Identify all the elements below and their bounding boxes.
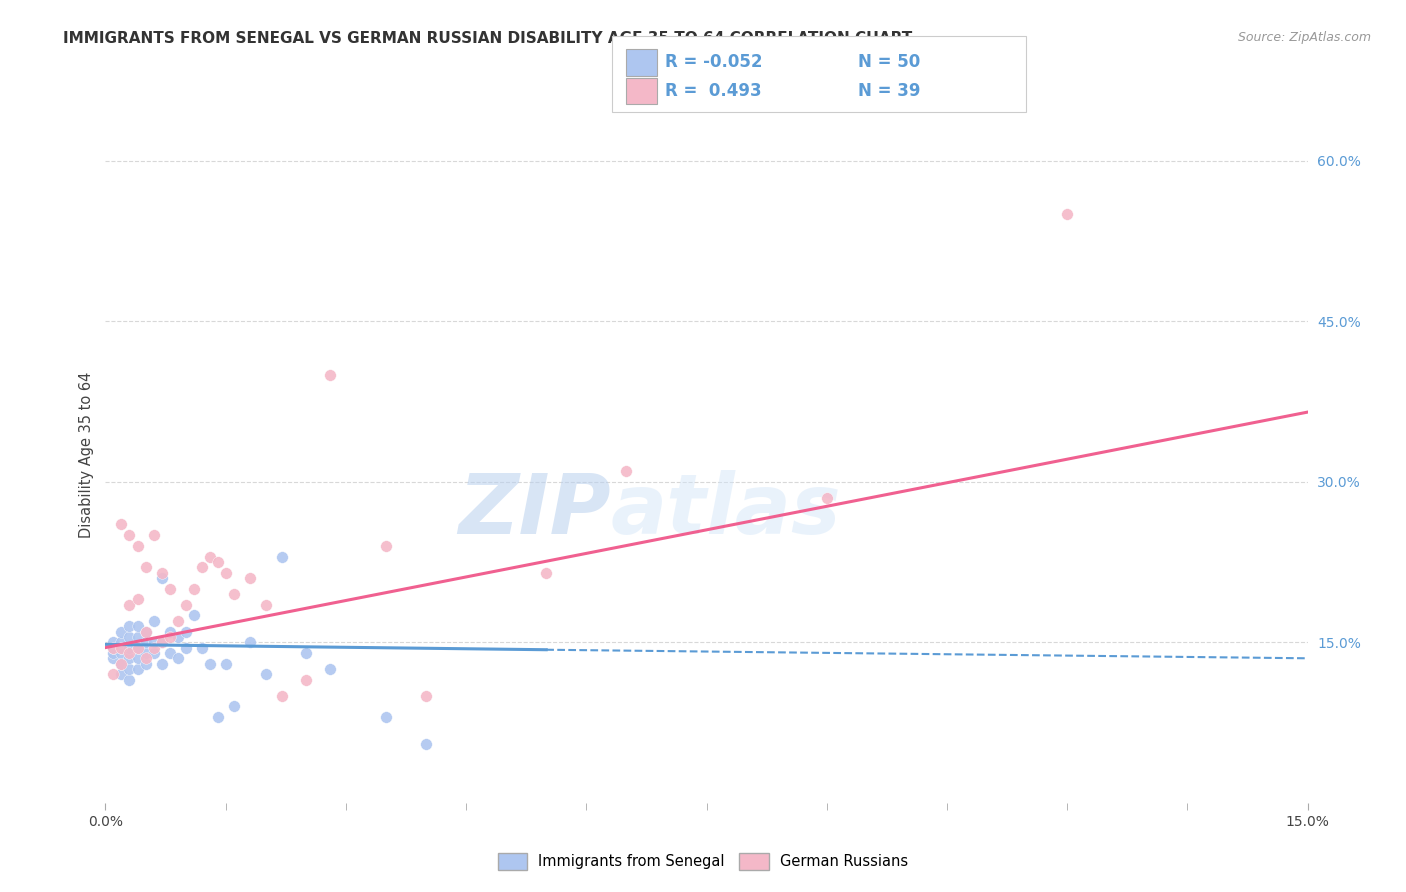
Point [103,640,125,655]
Point [103,640,125,655]
Point [103,667,125,681]
Point [142,640,165,655]
Point [1056,207,1078,221]
Point [415,689,437,703]
Point [815,491,838,505]
Point [222,587,245,601]
Point [415,737,437,751]
Point [118,640,141,655]
Point [127,662,149,676]
Point [142,614,165,628]
Point [295,646,318,660]
Point [118,528,141,542]
Text: Source: ZipAtlas.com: Source: ZipAtlas.com [1237,31,1371,45]
Point [118,619,141,633]
Legend: Immigrants from Senegal, German Russians: Immigrants from Senegal, German Russians [492,847,914,876]
Point [319,662,342,676]
Point [127,619,149,633]
Point [135,624,157,639]
Point [374,539,398,553]
Point [150,657,173,671]
Point [166,614,188,628]
Point [127,539,149,553]
Point [254,667,277,681]
Point [135,657,157,671]
Point [103,635,125,649]
Text: R =  0.493: R = 0.493 [665,82,762,100]
Point [270,689,292,703]
Point [110,635,132,649]
Point [190,560,212,574]
Point [239,635,262,649]
Point [214,566,236,580]
Point [374,710,398,724]
Point [183,582,205,596]
Point [110,640,132,655]
Point [142,635,165,649]
Point [118,598,141,612]
Point [110,657,132,671]
Point [174,640,197,655]
Point [103,646,125,660]
Text: IMMIGRANTS FROM SENEGAL VS GERMAN RUSSIAN DISABILITY AGE 35 TO 64 CORRELATION CH: IMMIGRANTS FROM SENEGAL VS GERMAN RUSSIA… [63,31,912,46]
Point [534,566,557,580]
Point [254,598,277,612]
Point [150,571,173,585]
Point [159,582,181,596]
Point [118,646,141,660]
Text: N = 50: N = 50 [858,54,920,71]
Point [207,710,229,724]
Point [159,630,181,644]
Point [319,368,342,382]
Point [207,555,229,569]
Point [103,651,125,665]
Point [127,651,149,665]
Point [616,464,638,478]
Point [118,651,141,665]
Point [110,624,132,639]
Point [239,571,262,585]
Point [166,651,188,665]
Text: R = -0.052: R = -0.052 [665,54,762,71]
Point [135,651,157,665]
Point [127,640,149,655]
Point [127,640,149,655]
Point [110,640,132,655]
Point [135,646,157,660]
Point [142,646,165,660]
Point [110,646,132,660]
Point [150,566,173,580]
Point [135,560,157,574]
Point [222,699,245,714]
Point [270,549,292,564]
Point [118,662,141,676]
Point [110,657,132,671]
Point [159,624,181,639]
Point [174,598,197,612]
Point [110,517,132,532]
Point [150,635,173,649]
Point [135,635,157,649]
Text: ZIP: ZIP [458,470,610,551]
Text: N = 39: N = 39 [858,82,920,100]
Point [118,673,141,687]
Point [295,673,318,687]
Text: atlas: atlas [610,470,841,551]
Point [118,630,141,644]
Point [174,624,197,639]
Point [110,667,132,681]
Point [127,630,149,644]
Point [166,630,188,644]
Point [159,646,181,660]
Point [150,635,173,649]
Point [190,640,212,655]
Y-axis label: Disability Age 35 to 64: Disability Age 35 to 64 [79,372,94,538]
Point [198,549,221,564]
Point [127,592,149,607]
Point [142,528,165,542]
Point [135,624,157,639]
Point [183,608,205,623]
Point [214,657,236,671]
Point [198,657,221,671]
